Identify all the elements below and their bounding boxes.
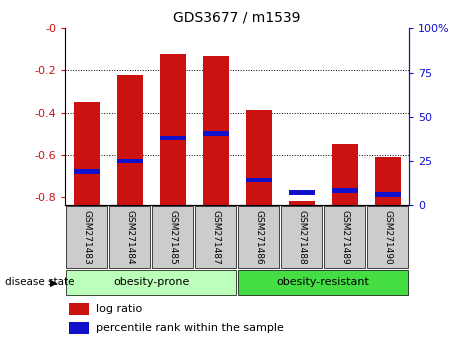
FancyBboxPatch shape: [324, 206, 365, 268]
FancyBboxPatch shape: [66, 206, 107, 268]
Bar: [246, 178, 272, 182]
Text: log ratio: log ratio: [96, 304, 142, 314]
Bar: [117, 75, 142, 205]
Text: ▶: ▶: [50, 277, 57, 287]
Text: GSM271490: GSM271490: [383, 210, 392, 264]
Text: GSM271484: GSM271484: [125, 210, 134, 264]
Text: percentile rank within the sample: percentile rank within the sample: [96, 323, 284, 333]
Text: GSM271485: GSM271485: [168, 210, 177, 264]
FancyBboxPatch shape: [238, 206, 279, 268]
Bar: [159, 136, 186, 140]
Bar: [289, 201, 314, 205]
FancyBboxPatch shape: [238, 270, 408, 295]
Bar: [117, 159, 142, 164]
Bar: [246, 110, 272, 205]
Text: obesity-prone: obesity-prone: [113, 277, 189, 287]
Bar: [375, 193, 400, 197]
Bar: [203, 131, 228, 136]
Text: GSM271488: GSM271488: [297, 210, 306, 264]
Bar: [68, 303, 89, 315]
Bar: [332, 144, 358, 205]
Title: GDS3677 / m1539: GDS3677 / m1539: [173, 10, 301, 24]
FancyBboxPatch shape: [281, 206, 322, 268]
Text: GSM271489: GSM271489: [340, 210, 349, 264]
Text: GSM271483: GSM271483: [82, 210, 91, 264]
FancyBboxPatch shape: [367, 206, 408, 268]
Text: obesity-resistant: obesity-resistant: [277, 277, 370, 287]
Bar: [375, 157, 400, 205]
Text: disease state: disease state: [5, 277, 74, 287]
FancyBboxPatch shape: [109, 206, 150, 268]
FancyBboxPatch shape: [195, 206, 236, 268]
FancyBboxPatch shape: [66, 270, 236, 295]
Bar: [73, 169, 100, 174]
Text: GSM271486: GSM271486: [254, 210, 263, 264]
Bar: [159, 53, 186, 205]
Text: GSM271487: GSM271487: [211, 210, 220, 264]
Bar: [203, 56, 228, 205]
Bar: [332, 188, 358, 193]
Bar: [73, 102, 100, 205]
FancyBboxPatch shape: [152, 206, 193, 268]
Bar: [289, 190, 314, 195]
Bar: [68, 322, 89, 334]
